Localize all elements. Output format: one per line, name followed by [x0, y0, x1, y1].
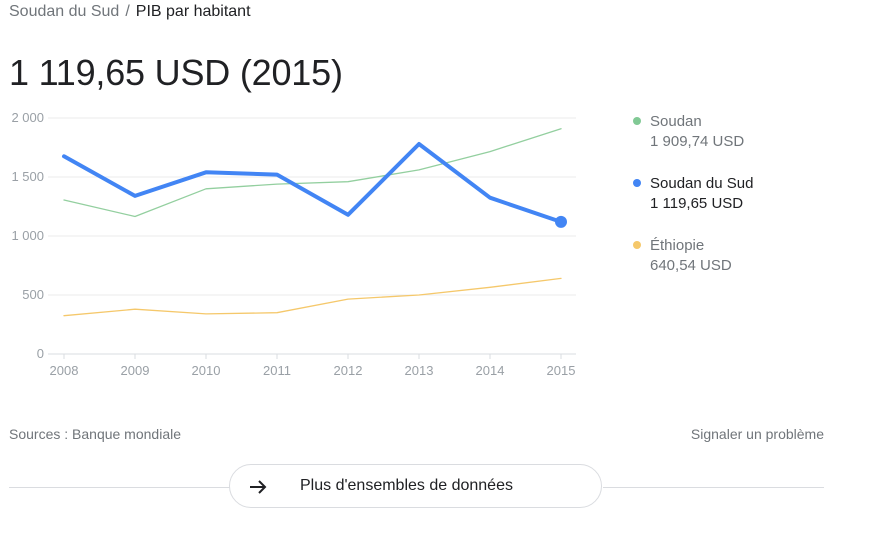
y-tick-label: 2 000 [11, 110, 44, 125]
legend-name: Soudan [650, 113, 702, 130]
report-problem-link[interactable]: Signaler un problème [690, 426, 824, 442]
x-tick-label: 2014 [476, 363, 505, 378]
y-tick-label: 1 500 [11, 169, 44, 184]
legend-item[interactable]: Éthiopie 640,54 USD [633, 236, 753, 276]
series-line [63, 277, 562, 317]
sources-text: Sources : Banque mondiale [9, 426, 181, 442]
x-tick-label: 2008 [50, 363, 79, 378]
y-tick-label: 0 [37, 346, 44, 361]
x-tick-label: 2010 [192, 363, 221, 378]
series-line [63, 128, 562, 218]
chart-legend: Soudan 1 909,74 USD Soudan du Sud 1 119,65 … [633, 112, 753, 298]
x-tick-label: 2012 [334, 363, 363, 378]
breadcrumb-separator: / [125, 3, 130, 20]
more-datasets-label: Plus d'ensembles de données [300, 477, 513, 494]
legend-name: Éthiopie [650, 237, 705, 254]
legend-dot-icon [633, 179, 641, 187]
y-tick-label: 500 [22, 287, 44, 302]
series-end-point [555, 215, 567, 228]
x-tick-label: 2009 [121, 363, 150, 378]
divider-right [603, 487, 824, 488]
divider-left [9, 487, 230, 488]
breadcrumb-parent-link[interactable]: Soudan du Sud [9, 3, 120, 20]
x-tick-label: 2013 [405, 363, 434, 378]
legend-value: 640,54 USD [650, 257, 732, 274]
x-tick-label: 2011 [263, 363, 291, 378]
y-tick-label: 1 000 [11, 228, 44, 243]
legend-item[interactable]: Soudan du Sud 1 119,65 USD [633, 174, 753, 214]
arrow-right-icon [250, 480, 267, 494]
legend-value: 1 119,65 USD [650, 195, 744, 212]
line-chart[interactable]: 0 500 1 000 1 500 2 000 2008 2009 2010 2011 2012 2… [0, 100, 600, 390]
legend-dot-icon [633, 117, 641, 125]
headline-value: 1 119,65 USD (2015) [9, 52, 343, 93]
legend-item[interactable]: Soudan 1 909,74 USD [633, 112, 753, 152]
breadcrumb-current: PIB par habitant [135, 3, 251, 20]
breadcrumb: Soudan du Sud / PIB par habitant [9, 3, 251, 21]
series-line [62, 142, 563, 224]
x-tick-label: 2015 [547, 363, 576, 378]
more-datasets-button[interactable]: Plus d'ensembles de données [229, 464, 602, 508]
legend-value: 1 909,74 USD [650, 133, 745, 150]
legend-name: Soudan du Sud [650, 175, 754, 192]
legend-dot-icon [633, 241, 641, 249]
